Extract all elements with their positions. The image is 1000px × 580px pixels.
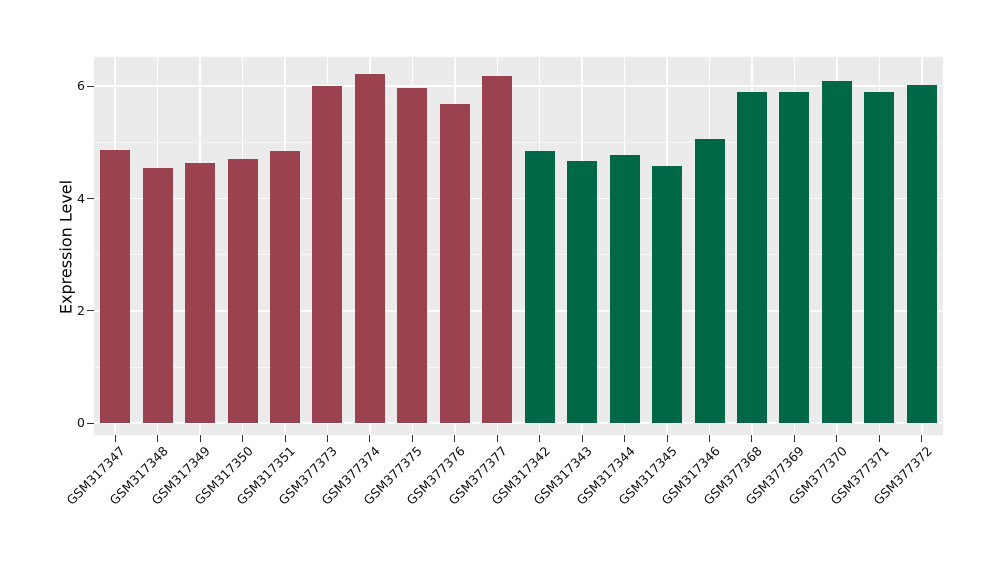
x-tick bbox=[624, 435, 626, 442]
x-tick bbox=[369, 435, 371, 442]
x-tick bbox=[411, 435, 413, 442]
bar-GSM377372 bbox=[906, 85, 937, 424]
gridline-h-major bbox=[94, 197, 943, 200]
bar-GSM317349 bbox=[185, 163, 216, 424]
bar-GSM317350 bbox=[227, 158, 258, 424]
x-tick bbox=[581, 435, 583, 442]
bar-GSM377371 bbox=[864, 92, 895, 424]
x-tick bbox=[751, 435, 753, 442]
gridline-h-minor bbox=[94, 366, 943, 368]
x-tick bbox=[709, 435, 711, 442]
x-tick bbox=[539, 435, 541, 442]
y-tick-label: 2 bbox=[77, 302, 85, 318]
x-tick bbox=[326, 435, 328, 442]
bar-GSM317351 bbox=[270, 150, 301, 424]
bar-GSM377374 bbox=[354, 73, 385, 424]
x-tick bbox=[793, 435, 795, 442]
y-tick bbox=[87, 310, 94, 312]
gridline-h-major bbox=[94, 422, 943, 424]
gridline-h-major bbox=[94, 85, 943, 87]
x-tick bbox=[496, 435, 498, 442]
x-tick bbox=[666, 435, 668, 442]
bar-GSM317343 bbox=[567, 160, 598, 424]
bar-GSM377370 bbox=[821, 81, 852, 424]
bar-GSM377373 bbox=[312, 86, 343, 424]
plot-panel bbox=[94, 57, 943, 435]
bar-GSM317348 bbox=[142, 167, 173, 424]
bar-GSM317344 bbox=[609, 155, 640, 424]
x-tick bbox=[921, 435, 923, 442]
bar-GSM377368 bbox=[736, 91, 767, 424]
bar-GSM377369 bbox=[779, 91, 810, 424]
bar-GSM317347 bbox=[100, 149, 131, 424]
bar-GSM377376 bbox=[439, 103, 470, 424]
x-tick bbox=[199, 435, 201, 442]
gridline-h-minor bbox=[94, 254, 943, 256]
y-tick bbox=[87, 85, 94, 87]
x-tick bbox=[242, 435, 244, 442]
x-tick bbox=[157, 435, 159, 442]
y-tick-label: 6 bbox=[77, 78, 85, 94]
y-tick bbox=[87, 198, 94, 200]
x-tick bbox=[878, 435, 880, 442]
y-tick bbox=[87, 422, 94, 424]
gridline-h-major bbox=[94, 310, 943, 312]
bar-GSM317342 bbox=[524, 151, 555, 424]
x-tick bbox=[454, 435, 456, 442]
x-tick bbox=[836, 435, 838, 442]
x-tick bbox=[114, 435, 116, 442]
bar-GSM317346 bbox=[694, 139, 725, 424]
y-tick-label: 0 bbox=[77, 415, 85, 431]
bar-GSM377375 bbox=[397, 88, 428, 424]
x-tick bbox=[284, 435, 286, 442]
bar-GSM317345 bbox=[652, 165, 683, 424]
gridline-h-minor bbox=[94, 141, 943, 143]
y-tick-label: 4 bbox=[77, 190, 85, 206]
bar-GSM377377 bbox=[482, 75, 513, 424]
